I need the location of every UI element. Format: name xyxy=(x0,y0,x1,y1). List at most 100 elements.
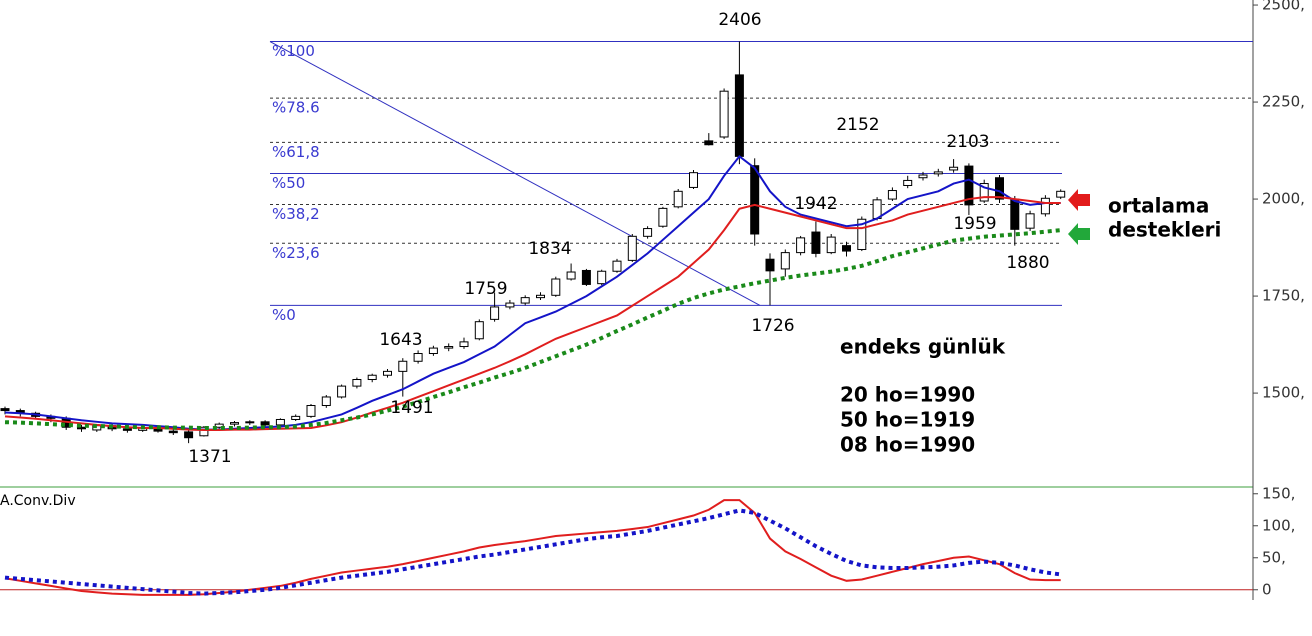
y-tick-label: 1750, xyxy=(1262,287,1305,305)
candle-body xyxy=(367,374,377,381)
trend-line xyxy=(269,41,761,306)
candle-body xyxy=(77,426,86,430)
fib-label: %0 xyxy=(272,306,296,324)
line-series xyxy=(4,228,1061,431)
price-annotation: 1942 xyxy=(794,194,837,214)
y-tick-label: 100, xyxy=(1262,516,1295,534)
candle-body xyxy=(842,245,851,252)
price-annotation: 1959 xyxy=(953,214,996,234)
candle-body xyxy=(536,294,545,299)
price-annotation: 1880 xyxy=(1006,253,1049,273)
price-annotation: 1759 xyxy=(464,279,507,299)
candle-body xyxy=(734,74,744,157)
price-annotation: 2152 xyxy=(836,115,879,135)
candle-body xyxy=(750,165,760,235)
y-tick-label: 2500, xyxy=(1262,0,1305,14)
candle-body xyxy=(780,252,790,270)
candle-body xyxy=(275,418,285,426)
candle-body xyxy=(184,431,194,439)
candle-body xyxy=(643,228,653,237)
candle-body xyxy=(581,269,591,285)
candle-body xyxy=(612,260,622,272)
line-series xyxy=(4,508,1061,596)
candle-body xyxy=(520,297,530,304)
candle-body xyxy=(765,258,775,272)
candle-body xyxy=(949,166,959,171)
fib-label: %78.6 xyxy=(272,99,320,117)
candle-body xyxy=(490,306,500,320)
y-tick-label: 2000, xyxy=(1262,190,1305,208)
candle-body xyxy=(291,415,301,420)
candle-body xyxy=(903,179,913,186)
candle-body xyxy=(811,231,821,254)
candle-body xyxy=(337,385,347,398)
candle-body xyxy=(719,90,729,138)
candle-body xyxy=(505,302,515,308)
candle-body xyxy=(459,341,469,348)
candle-body xyxy=(398,360,408,372)
candle-body xyxy=(122,428,132,431)
candle-body xyxy=(627,235,637,261)
fib-label: %38,2 xyxy=(272,205,320,223)
red-arrow xyxy=(1068,189,1090,211)
candle-body xyxy=(857,218,867,251)
candle-body xyxy=(689,172,698,188)
candle-body xyxy=(933,171,943,175)
price-annotation: 2103 xyxy=(946,132,989,152)
candle-body xyxy=(979,183,989,202)
price-annotation: 1834 xyxy=(528,239,571,259)
candle-body xyxy=(214,423,224,428)
y-tick-label: 50, xyxy=(1262,548,1286,566)
fib-label: %50 xyxy=(272,174,305,192)
candle-body xyxy=(673,190,683,208)
info-text: endeks günlük xyxy=(840,335,1006,359)
candle-body xyxy=(306,405,316,417)
info-text: 08 ho=1990 xyxy=(840,433,975,457)
candle-body xyxy=(1010,198,1020,230)
candle-body xyxy=(444,346,454,349)
line-series xyxy=(4,499,1061,596)
candle-body xyxy=(995,177,1004,200)
candle-body xyxy=(597,270,607,285)
candle-body xyxy=(964,165,974,206)
candle-body xyxy=(230,422,239,425)
price-annotation: 1371 xyxy=(188,447,231,467)
candle-body xyxy=(918,174,928,179)
price-annotation: 1643 xyxy=(379,330,422,350)
candle-body xyxy=(887,190,897,200)
candle-body xyxy=(168,430,178,434)
candle-body xyxy=(260,421,270,426)
candle-body xyxy=(658,207,668,227)
y-tick-label: 1500, xyxy=(1262,384,1305,402)
candle-body xyxy=(0,408,10,412)
candle-body xyxy=(428,347,438,355)
fib-label: %23,6 xyxy=(272,244,320,262)
candle-body xyxy=(383,370,392,376)
price-annotation: 1726 xyxy=(751,316,794,336)
candle-body xyxy=(826,236,836,254)
candle-body xyxy=(1025,213,1035,229)
side-label: ortalama xyxy=(1108,194,1209,218)
panel-title: A.Conv.Div xyxy=(0,493,76,509)
candle-body xyxy=(413,353,423,362)
candle-body xyxy=(199,426,209,437)
candle-body xyxy=(551,278,561,296)
candle-body xyxy=(704,140,714,146)
candle-body xyxy=(474,321,484,340)
candle-body xyxy=(566,271,576,280)
fib-label: %100 xyxy=(272,42,315,60)
candle-body xyxy=(1040,197,1050,215)
green-arrow xyxy=(1068,223,1090,245)
candle-body xyxy=(321,396,331,407)
price-annotation: 1491 xyxy=(390,398,433,418)
info-text: 50 ho=1919 xyxy=(840,408,975,432)
price-annotation: 2406 xyxy=(718,10,761,30)
y-tick-label: 150, xyxy=(1262,484,1295,502)
y-tick-label: 0 xyxy=(1262,580,1272,598)
info-text: 20 ho=1990 xyxy=(840,383,975,407)
candle-body xyxy=(245,421,255,424)
candle-body xyxy=(352,379,362,387)
fib-label: %61,8 xyxy=(272,143,320,161)
side-label: destekleri xyxy=(1108,218,1221,242)
